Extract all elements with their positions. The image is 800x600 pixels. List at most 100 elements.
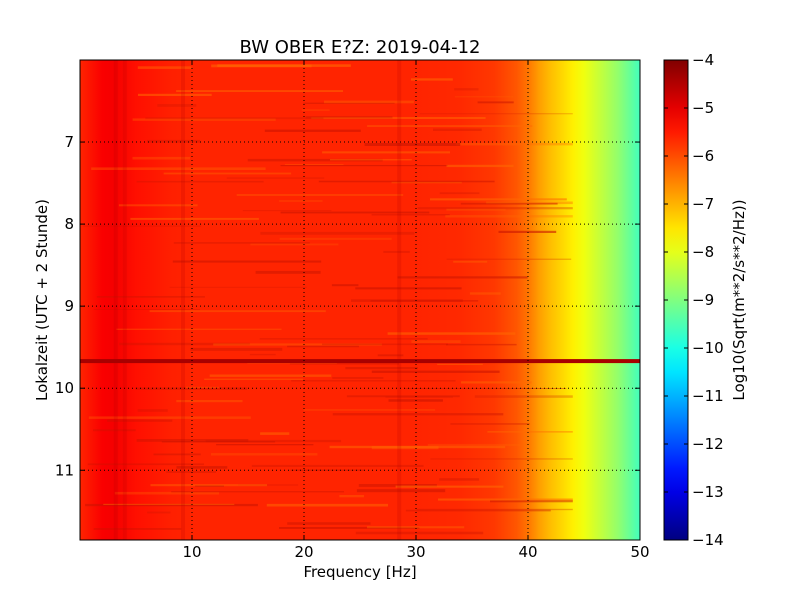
heatmap-stripe xyxy=(236,194,404,196)
y-tick-label: 8 xyxy=(64,215,74,233)
heatmap-stripe xyxy=(460,202,558,205)
heatmap-stripe xyxy=(259,338,428,340)
heatmap-stripe xyxy=(284,164,344,165)
heatmap-stripe xyxy=(339,495,364,498)
heatmap-stripe xyxy=(93,429,136,432)
heatmap-vertical-band xyxy=(181,60,185,540)
heatmap-stripe xyxy=(454,88,479,91)
grid-lines xyxy=(80,60,640,540)
colorbar-tick-label: −12 xyxy=(692,435,724,453)
heatmap-stripe xyxy=(446,343,517,346)
heatmap-stripe xyxy=(416,508,573,511)
heatmap-stripe xyxy=(166,471,217,473)
heatmap-stripe xyxy=(303,409,436,411)
heatmap-stripe xyxy=(264,129,361,132)
heatmap-stripe xyxy=(404,388,567,389)
heatmap-stripe xyxy=(469,292,501,295)
heatmap-stripe xyxy=(450,423,530,425)
heatmap-stripe xyxy=(249,353,276,356)
heatmap-stripe xyxy=(87,463,204,466)
heatmap-stripe xyxy=(446,208,506,211)
heatmap-stripe xyxy=(91,167,266,170)
heatmap-stripe xyxy=(391,181,462,184)
heatmap-stripe xyxy=(173,242,310,244)
heatmap-stripe xyxy=(385,396,453,398)
heatmap-stripe xyxy=(118,204,198,207)
heatmap-stripe xyxy=(137,66,192,69)
heatmap-vertical-band xyxy=(122,60,127,540)
heatmap-stripe xyxy=(454,96,514,98)
heatmap-stripe xyxy=(185,386,220,389)
heatmap-stripe xyxy=(405,509,551,512)
heatmap-stripe xyxy=(247,158,383,162)
heatmap-stripe xyxy=(132,118,276,121)
heatmap-stripe xyxy=(103,503,235,505)
heatmap-stripe xyxy=(163,172,292,175)
heatmap-stripe xyxy=(280,165,448,167)
heatmap-stripe xyxy=(324,100,414,104)
colorbar-tick-label: −5 xyxy=(692,99,714,117)
heatmap-vertical-band xyxy=(397,60,402,540)
heatmap-stripe xyxy=(250,243,339,246)
heatmap-stripe xyxy=(169,286,307,288)
heatmap-stripe xyxy=(93,528,182,530)
heatmap-stripe xyxy=(329,445,506,449)
heatmap-stripe xyxy=(176,466,228,469)
heatmap-stripe xyxy=(455,142,573,146)
heatmap-stripe xyxy=(332,377,384,379)
colorbar-tick-label: −7 xyxy=(692,195,714,213)
heatmap-stripe xyxy=(226,177,325,179)
y-tick-label: 10 xyxy=(55,379,74,397)
heatmap-stripe xyxy=(280,211,430,214)
heatmap-stripe xyxy=(149,310,326,313)
heatmap-stripe xyxy=(305,116,393,119)
colorbar-tick-label: −8 xyxy=(692,243,714,261)
heatmap-stripe xyxy=(383,250,410,253)
heatmap-stripe xyxy=(266,503,388,507)
heatmap-stripe xyxy=(358,484,437,487)
heatmap-stripe xyxy=(260,231,415,235)
heatmap-stripe xyxy=(490,500,573,503)
chart-title: BW OBER E?Z: 2019-04-12 xyxy=(240,37,481,58)
heatmap-stripe xyxy=(138,93,212,96)
heatmap-stripe xyxy=(486,201,573,205)
heatmap-stripe xyxy=(370,300,479,302)
heatmap-stripe xyxy=(322,151,450,154)
x-tick-label: 10 xyxy=(182,543,201,561)
heatmap-stripe xyxy=(213,343,382,346)
heatmap-stripe xyxy=(171,491,344,493)
colorbar-tick-label: −13 xyxy=(692,483,724,501)
y-tick-label: 11 xyxy=(55,461,74,479)
heatmap-stripe xyxy=(311,117,486,119)
colorbar-label: Log10(Sqrt(m**2/s**2/Hz)) xyxy=(730,199,748,400)
heatmap-stripe xyxy=(96,296,205,298)
heatmap-stripe xyxy=(446,258,572,260)
heatmap-stripe xyxy=(190,347,283,351)
heatmap-stripe xyxy=(116,328,282,330)
heatmap-stripe xyxy=(194,485,224,487)
y-tick-label: 7 xyxy=(64,133,74,151)
heatmap-stripe xyxy=(107,419,173,422)
colorbar: −4 −5 −6 −7 −8 −9 −10 −11 −12 −13 −14 xyxy=(663,51,724,549)
heatmap-stripe xyxy=(147,139,201,143)
heatmap-stripe xyxy=(83,225,202,227)
heatmap-stripe xyxy=(176,400,243,403)
heatmap-stripe xyxy=(395,485,504,488)
heatmap-stripe xyxy=(355,287,462,290)
x-tick-label: 40 xyxy=(518,543,537,561)
heatmap-stripe xyxy=(242,210,332,212)
heatmap-stripe xyxy=(211,453,318,456)
heatmap-stripe xyxy=(397,276,528,279)
heatmap-stripe xyxy=(346,395,460,398)
heatmap-stripe xyxy=(477,101,514,104)
heatmap-stripe xyxy=(279,527,420,529)
colorbar-tick-label: −11 xyxy=(692,387,724,405)
heatmap-stripe xyxy=(287,522,371,525)
heatmap-stripe xyxy=(351,299,463,302)
heatmap-stripe xyxy=(461,381,532,384)
heatmap-stripe xyxy=(216,444,314,446)
heatmap-stripe xyxy=(88,416,251,419)
strong-noise-band xyxy=(80,359,640,364)
heatmap-stripe xyxy=(474,395,573,398)
heatmap-stripe xyxy=(498,230,557,233)
